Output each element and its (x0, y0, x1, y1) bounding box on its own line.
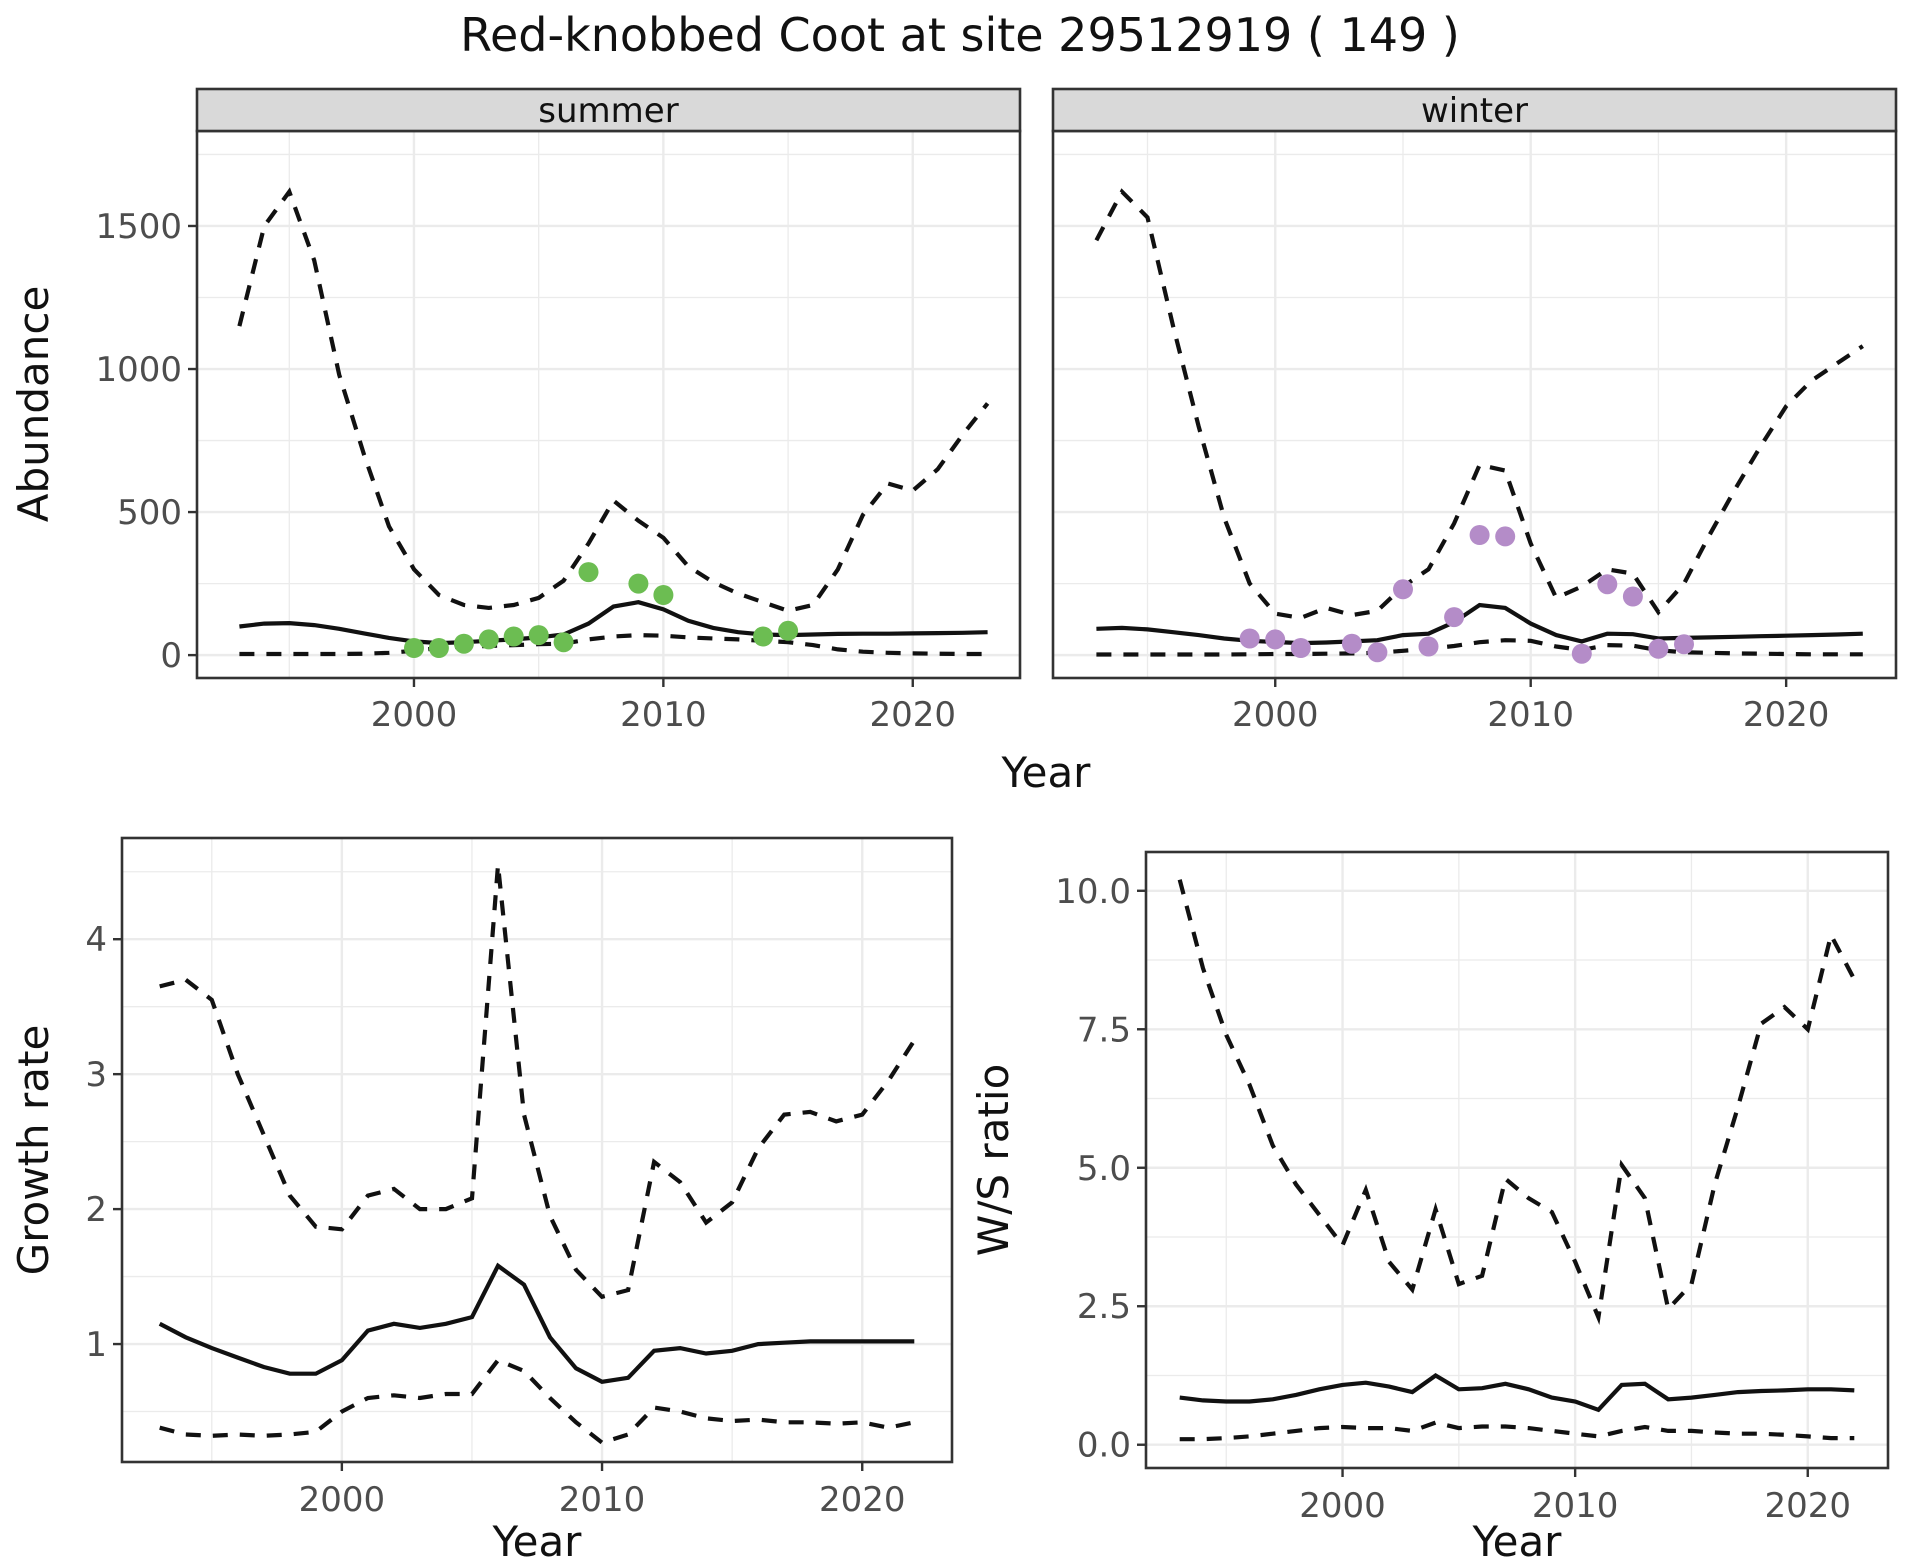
observation-point (428, 638, 449, 658)
observation-point (1648, 638, 1669, 659)
panel-background (1053, 131, 1896, 678)
observation-point (1674, 634, 1694, 655)
y-axis-title: W/S ratio (969, 1064, 1018, 1257)
panel-abundance-summer: summer 2000 2010 2020 0 500 1000 1500 (95, 87, 1022, 735)
chart-title: Red-knobbed Coot at site 29512919 ( 149 … (460, 8, 1460, 62)
observation-point (628, 573, 649, 594)
observation-point (1290, 638, 1311, 658)
x-tick-label: 2020 (819, 1480, 906, 1520)
observation-point (1469, 525, 1490, 545)
x-tick-label: 2000 (1299, 1486, 1386, 1526)
gridlines (1053, 131, 1896, 678)
panel-background (197, 131, 1020, 678)
series-group (158, 864, 917, 1445)
facet-strip-label: summer (538, 91, 678, 131)
y-tick-label: 500 (117, 493, 182, 533)
y-tick-label: 3 (85, 1055, 107, 1095)
observation-point (1597, 574, 1618, 595)
observation-point (753, 626, 774, 647)
observation-point (653, 585, 674, 605)
y-tick-label: 1500 (95, 207, 182, 247)
x-tick-label: 2020 (1764, 1486, 1851, 1526)
x-tick-label: 2010 (1487, 695, 1574, 735)
x-tick-label: 2000 (299, 1480, 386, 1520)
y-tick-label: 2.5 (1077, 1287, 1131, 1327)
observation-point (1393, 579, 1413, 600)
observation-point (1341, 633, 1362, 654)
observation-point (778, 620, 799, 641)
x-axis-title: Year (1472, 1517, 1563, 1560)
observation-point (1418, 636, 1439, 657)
series-upper_ci-line (237, 187, 990, 613)
series-group (1094, 188, 1864, 657)
panel-background (1146, 852, 1888, 1468)
observation-point (1367, 642, 1388, 663)
top-row-x-axis-title: Year (1001, 748, 1092, 797)
observation-point (1265, 629, 1286, 650)
x-axis-title: Year (492, 1517, 583, 1560)
winter_observations-group (1239, 525, 1694, 664)
series-mean-line (1096, 602, 1863, 646)
y-tick-label: 1000 (95, 350, 182, 390)
x-tick-label: 2020 (869, 695, 956, 735)
y-tick-label: 1 (85, 1325, 107, 1365)
y-tick-label: 7.5 (1077, 1010, 1131, 1050)
observation-point (453, 633, 474, 654)
series-group (1177, 879, 1857, 1442)
series-group (237, 187, 990, 657)
x-tick-label: 2020 (1743, 695, 1830, 735)
series-lower_ci-line (1096, 638, 1863, 657)
y-tick-label: 0.0 (1077, 1426, 1131, 1466)
panel-ws-ratio: 2000 2010 2020 0.0 2.5 5.0 7.5 10.0 Year W/S rati… (969, 850, 1890, 1560)
observation-point (1444, 607, 1465, 628)
panel-abundance-winter: winter 2000 2010 2020 (1051, 87, 1898, 735)
y-tick-label: 0 (160, 636, 182, 676)
series-lower_ci-line (159, 1357, 915, 1445)
x-tick-label: 2010 (559, 1480, 646, 1520)
y-tick-label: 2 (85, 1190, 107, 1230)
panel-background (122, 838, 952, 1462)
panel-growth-rate: 2000 2010 2020 1 2 3 4 Year Growth rate (9, 836, 954, 1560)
observation-point (404, 638, 424, 658)
observation-point (1495, 526, 1516, 547)
observation-point (478, 629, 499, 650)
series-mean-line (158, 1262, 915, 1384)
series-upper_ci-line (1177, 879, 1857, 1325)
observation-point (1571, 643, 1592, 664)
y-axis-title: Growth rate (9, 1025, 58, 1276)
series-mean-line (239, 600, 988, 646)
gridlines (1146, 852, 1888, 1468)
series-lower_ci-line (1179, 1420, 1855, 1442)
summer_observations-group (404, 562, 799, 658)
x-tick-label: 2000 (371, 695, 458, 735)
y-tick-label: 4 (85, 920, 107, 960)
observation-point (578, 562, 599, 583)
observation-point (503, 626, 524, 647)
y-tick-label: 5.0 (1077, 1149, 1131, 1189)
y-tick-label: 10.0 (1055, 872, 1131, 912)
facet-strip-label: winter (1421, 91, 1528, 131)
x-tick-label: 2000 (1232, 695, 1319, 735)
observation-point (528, 625, 549, 646)
observation-point (553, 632, 574, 653)
facet-strip (195, 87, 1022, 133)
x-tick-label: 2010 (1532, 1486, 1619, 1526)
panel-border (120, 836, 954, 1464)
series-mean-line (1179, 1372, 1855, 1413)
observation-point (1622, 586, 1643, 607)
series-upper_ci-line (159, 864, 917, 1300)
x-tick-label: 2010 (620, 695, 707, 735)
top-row-y-axis-title: Abundance (9, 286, 58, 523)
panel-border (1144, 850, 1890, 1470)
facet-strip (1051, 87, 1898, 133)
series-lower_ci-line (239, 632, 988, 657)
observation-point (1239, 628, 1260, 649)
